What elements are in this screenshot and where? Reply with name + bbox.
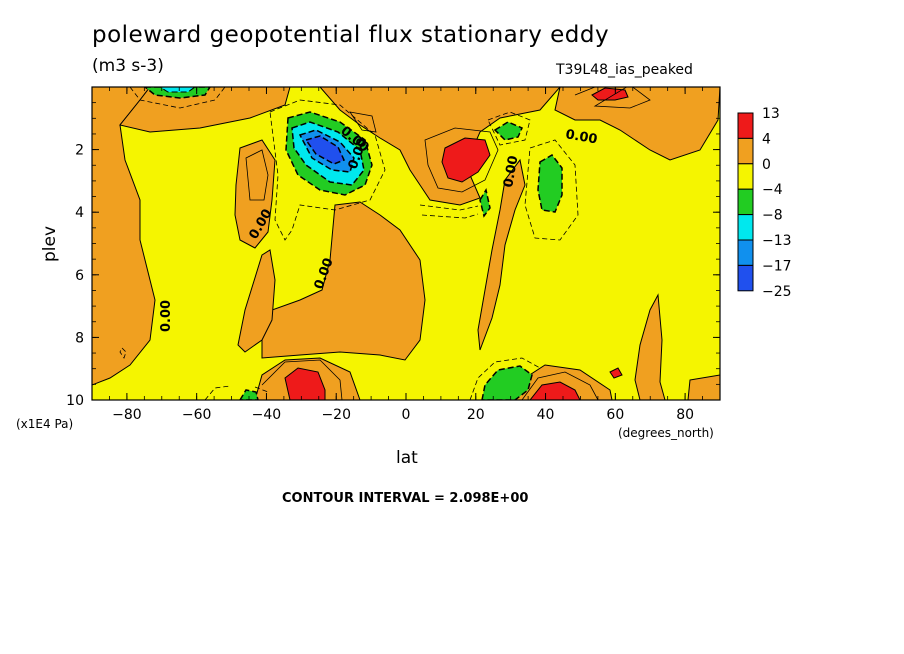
max-region-55n-bottom — [609, 367, 623, 379]
y-units-label: (x1E4 Pa) — [16, 417, 73, 431]
min-region-darkblue-core — [304, 135, 346, 165]
x-tick-label: −20 — [321, 407, 351, 423]
min-region-20n-small — [479, 188, 491, 218]
y-tick-label: 4 — [75, 205, 84, 221]
contour-line-minus-d — [419, 204, 479, 219]
x-tick-label: 20 — [467, 407, 485, 423]
x-tick-label: −40 — [252, 407, 282, 423]
colorbar-label: −4 — [762, 182, 783, 198]
positive-region-right-spike — [477, 158, 526, 351]
min-region-cyan-top — [159, 87, 196, 93]
x-tick-label: 80 — [676, 407, 694, 423]
colorbar-swatch — [737, 214, 754, 241]
max-region-25s-bottom — [284, 367, 326, 400]
colorbar-label: 13 — [762, 106, 780, 122]
colorbar-swatch — [737, 188, 754, 216]
chart-title: poleward geopotential flux stationary ed… — [92, 22, 610, 48]
x-units-label: (degrees_north) — [618, 426, 714, 440]
x-tick-label: 0 — [402, 407, 411, 423]
colorbar-label: −25 — [762, 284, 792, 300]
min-region-35s-bottom — [239, 389, 259, 400]
contour-label: 0.00 — [564, 127, 598, 147]
y-tick-label: 6 — [75, 268, 84, 284]
x-tick-label: 40 — [537, 407, 555, 423]
x-tick-label: −60 — [182, 407, 212, 423]
colorbar-swatch — [737, 239, 754, 266]
contour-line-minus-h — [119, 347, 127, 359]
y-tick-label: 2 — [75, 143, 84, 159]
y-axis: 2 4 6 8 10 — [66, 102, 720, 409]
min-region-25n-top — [493, 121, 523, 141]
max-region-15n — [441, 137, 491, 183]
y-tick-label: 8 — [75, 330, 84, 346]
x-tick-label: 60 — [606, 407, 624, 423]
colorbar-swatch — [737, 112, 754, 139]
contour-line-minus-f — [129, 87, 226, 109]
colorbar-label: −8 — [762, 208, 783, 224]
colorbar-swatch — [737, 264, 754, 292]
contour-line-minus-c — [487, 111, 531, 146]
max-region-60n-top — [591, 87, 629, 101]
contour-line-minus-b — [524, 139, 579, 241]
run-label: T39L48_ias_peaked — [556, 62, 693, 78]
contour-label: 0.00 — [159, 300, 174, 332]
positive-region-mid-left — [234, 139, 276, 249]
contour-line-plus-a — [424, 127, 499, 193]
positive-region-small-left — [237, 249, 276, 353]
colorbar-swatch — [737, 163, 754, 190]
contour-interval-note: CONTOUR INTERVAL = 2.098E+00 — [282, 491, 528, 506]
contour-line-minus-a — [269, 99, 386, 241]
y-tick-label: 10 — [66, 393, 84, 409]
min-region-30n-bottom — [481, 365, 533, 400]
positive-region-top-left — [119, 87, 291, 133]
x-axis-title: lat — [396, 448, 418, 468]
positive-region-mid-centre — [261, 201, 426, 361]
colorbar-label: 4 — [762, 131, 771, 147]
colorbar-label: −17 — [762, 258, 792, 274]
x-axis: −80 −60 −40 −20 0 20 40 60 80 — [91, 87, 721, 423]
contour-line-minus-g — [204, 385, 269, 400]
contour-field — [92, 87, 720, 400]
positive-region-bottom-right — [687, 374, 720, 400]
contour-line-plus-b — [574, 87, 651, 109]
contour-line-plus-e — [349, 111, 377, 133]
colorbar-label: −13 — [762, 233, 792, 249]
contour-line-minus-e — [469, 357, 541, 400]
positive-region-far-right — [634, 293, 666, 400]
y-axis-title: plev — [40, 226, 60, 262]
contour-label: 0.00 — [501, 154, 521, 188]
colorbar-label: 0 — [762, 157, 771, 173]
max-region-40n-bottom — [529, 381, 581, 400]
chart-units: (m3 s-3) — [92, 56, 164, 76]
min-region-35n — [537, 154, 563, 213]
contour-line-plus-d — [521, 371, 599, 400]
colorbar-swatch — [737, 137, 754, 165]
contour-line-plus-f — [245, 149, 269, 201]
colorbar: 13 4 0 −4 −8 −13 −17 −25 — [737, 106, 792, 300]
contour-line-plus-c — [261, 359, 343, 400]
x-tick-label: −80 — [112, 407, 142, 423]
